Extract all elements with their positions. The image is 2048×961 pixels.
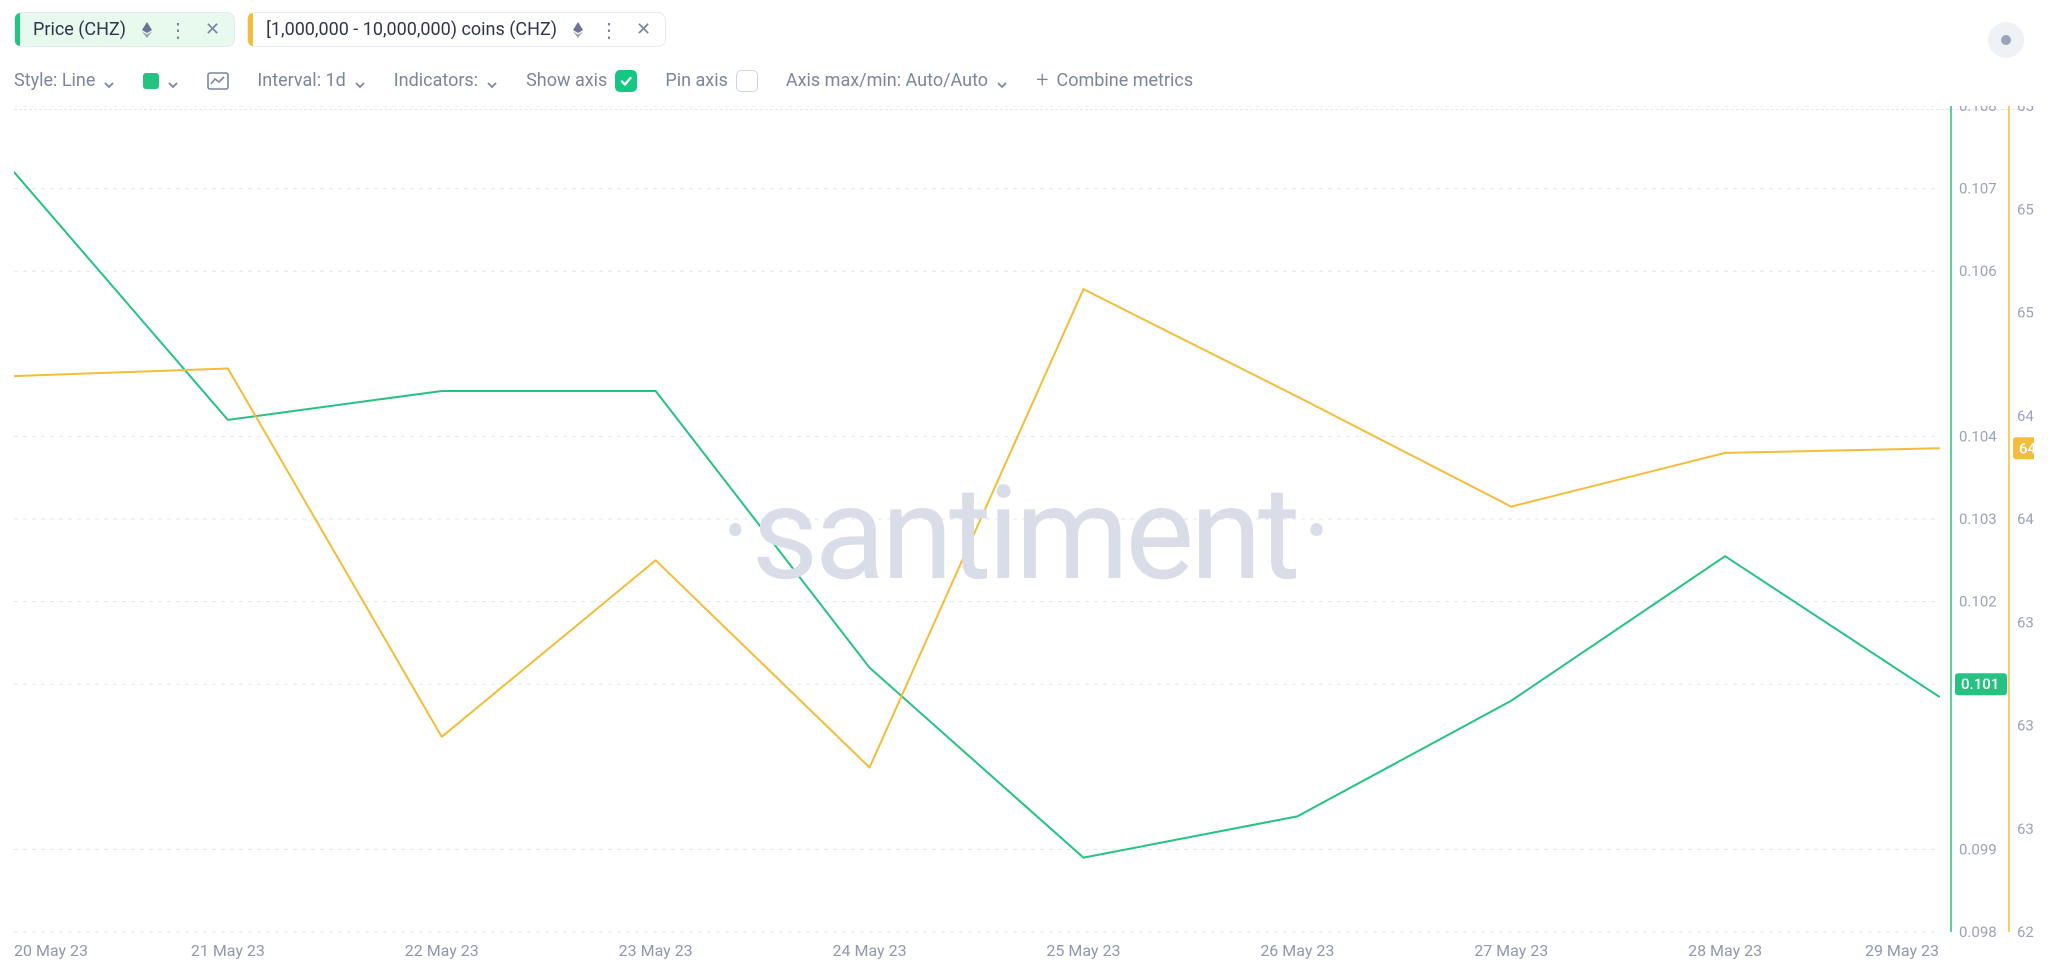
chevron-down-icon [486, 75, 498, 87]
metric-stripe [248, 13, 253, 46]
metric-label: [1,000,000 - 10,000,000) coins (CHZ) [260, 19, 557, 40]
line-type-icon [207, 72, 229, 90]
checkbox-on-icon [615, 70, 637, 92]
svg-text:28 May 23: 28 May 23 [1688, 941, 1762, 960]
ethereum-icon [569, 21, 587, 39]
svg-text:22 May 23: 22 May 23 [405, 941, 479, 960]
legend-color-picker[interactable] [143, 73, 179, 89]
chart-area[interactable]: 0.098 0.099 0.101 0.102 0.103 0.104 0.106 0.107… [14, 106, 2034, 961]
svg-text:634.44M: 634.44M [2017, 717, 2034, 735]
svg-text:26 May 23: 26 May 23 [1260, 941, 1334, 960]
metric-menu-button[interactable]: ⋮ [595, 23, 624, 37]
interval-selector[interactable]: Interval: 1d [257, 70, 365, 91]
metric-stripe [15, 13, 20, 46]
pin-axis-label: Pin axis [665, 70, 728, 91]
style-selector[interactable]: Style: Line [14, 70, 115, 91]
svg-text:645.28M: 645.28M [2019, 439, 2034, 457]
ethereum-icon [138, 21, 156, 39]
chevron-down-icon [167, 75, 179, 87]
indicators-selector[interactable]: Indicators: [394, 70, 498, 91]
plus-icon: + [1036, 68, 1048, 93]
svg-text:0.107: 0.107 [1959, 180, 1997, 198]
indicators-label: Indicators: [394, 70, 478, 91]
svg-text:0.101: 0.101 [1961, 675, 1999, 693]
metric-pill[interactable]: Price (CHZ) ⋮ ✕ [14, 12, 235, 47]
chart-toolbar: Style: Line Interval: 1d Indicators: Sho… [14, 68, 2034, 110]
line-type-selector[interactable] [207, 72, 229, 90]
svg-text:27 May 23: 27 May 23 [1474, 941, 1548, 960]
combine-label: Combine metrics [1057, 70, 1194, 91]
svg-text:21 May 23: 21 May 23 [191, 941, 265, 960]
status-indicator [1988, 22, 2024, 58]
style-label: Style: Line [14, 70, 95, 91]
svg-text:29 May 23: 29 May 23 [1865, 941, 1939, 960]
svg-text:650.58M: 650.58M [2017, 304, 2034, 322]
svg-text:24 May 23: 24 May 23 [833, 941, 907, 960]
legend-swatch [143, 73, 159, 89]
svg-text:658.66M: 658.66M [2017, 106, 2034, 115]
svg-text:0.102: 0.102 [1959, 593, 1997, 611]
metric-menu-button[interactable]: ⋮ [164, 23, 193, 37]
svg-text:0.098: 0.098 [1959, 923, 1997, 941]
svg-text:25 May 23: 25 May 23 [1046, 941, 1120, 960]
svg-text:0.106: 0.106 [1959, 262, 1997, 280]
svg-text:630.4M: 630.4M [2017, 820, 2034, 838]
axis-minmax-selector[interactable]: Axis max/min: Auto/Auto [786, 70, 1008, 91]
interval-label: Interval: 1d [257, 70, 345, 91]
svg-text:0.103: 0.103 [1959, 510, 1997, 528]
chevron-down-icon [103, 75, 115, 87]
metric-close-button[interactable]: ✕ [632, 19, 655, 40]
chevron-down-icon [354, 75, 366, 87]
svg-text:642.51M: 642.51M [2017, 510, 2034, 528]
svg-text:646.55M: 646.55M [2017, 407, 2034, 425]
svg-text:23 May 23: 23 May 23 [619, 941, 693, 960]
svg-text:20 May 23: 20 May 23 [14, 941, 88, 960]
svg-text:0.099: 0.099 [1959, 840, 1997, 858]
combine-metrics-button[interactable]: + Combine metrics [1036, 68, 1193, 93]
chevron-down-icon [996, 75, 1008, 87]
svg-text:638.47M: 638.47M [2017, 613, 2034, 631]
svg-text:0.104: 0.104 [1959, 427, 1997, 445]
svg-text:654.62M: 654.62M [2017, 200, 2034, 218]
show-axis-label: Show axis [526, 70, 607, 91]
show-axis-toggle[interactable]: Show axis [526, 70, 637, 92]
metric-close-button[interactable]: ✕ [201, 19, 224, 40]
svg-text:0.108: 0.108 [1959, 106, 1997, 115]
pin-axis-toggle[interactable]: Pin axis [665, 70, 758, 92]
metric-pill[interactable]: [1,000,000 - 10,000,000) coins (CHZ) ⋮ ✕ [247, 12, 666, 47]
svg-text:626.37M: 626.37M [2017, 923, 2034, 941]
axis-minmax-label: Axis max/min: Auto/Auto [786, 70, 988, 91]
checkbox-off-icon [736, 70, 758, 92]
metric-label: Price (CHZ) [27, 19, 126, 40]
line-chart: 0.098 0.099 0.101 0.102 0.103 0.104 0.106 0.107… [14, 106, 2034, 961]
